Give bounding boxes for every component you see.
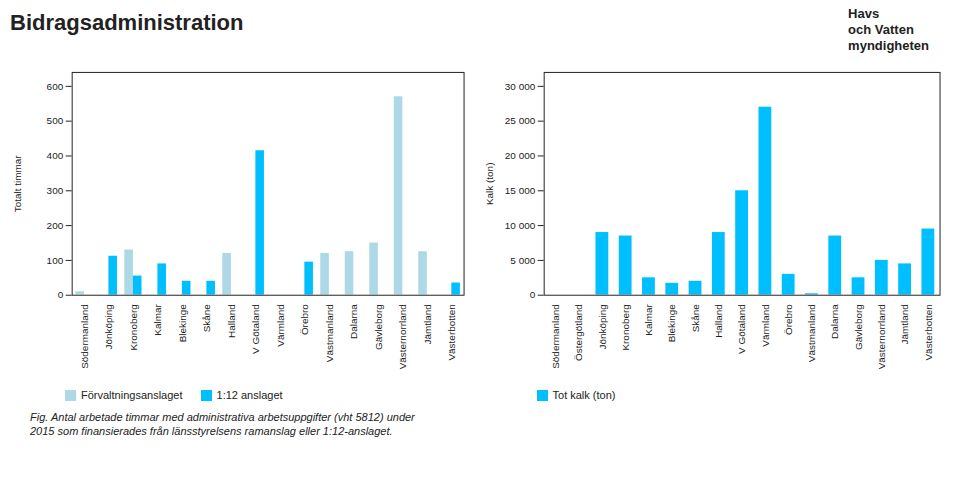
svg-text:400: 400	[47, 150, 64, 161]
svg-text:Värmland: Värmland	[275, 304, 286, 347]
svg-text:300: 300	[47, 185, 64, 196]
svg-text:10 000: 10 000	[504, 220, 535, 231]
svg-text:Halland: Halland	[713, 304, 724, 338]
svg-text:V Götaland: V Götaland	[250, 304, 261, 354]
svg-text:Totalt timmar: Totalt timmar	[12, 155, 23, 213]
svg-text:Kronoberg: Kronoberg	[619, 304, 630, 350]
svg-text:Jönköping: Jönköping	[103, 304, 114, 349]
html-text:Tot kalk (ton): Tot kalk (ton)	[552, 389, 616, 402]
svg-text:15 000: 15 000	[504, 185, 535, 196]
svg-text:Gävleborg: Gävleborg	[852, 304, 863, 350]
html-text:1:12 anslaget: 1:12 anslaget	[216, 389, 283, 402]
svg-text:200: 200	[47, 220, 64, 231]
svg-text:Jämtland: Jämtland	[899, 304, 910, 344]
svg-text:Halland: Halland	[226, 304, 237, 338]
svg-text:100: 100	[47, 255, 64, 266]
svg-text:0: 0	[58, 289, 64, 300]
html-text:myndigheten: myndigheten	[848, 38, 929, 53]
svg-text:Blekinge: Blekinge	[177, 304, 188, 343]
svg-text:Värmland: Värmland	[759, 304, 770, 347]
svg-text:Skåne: Skåne	[201, 304, 212, 333]
html-text:Havs: Havs	[848, 6, 880, 21]
svg-text:Örebro: Örebro	[782, 304, 793, 335]
svg-text:Östergötland: Östergötland	[573, 304, 584, 361]
svg-text:Kalmar: Kalmar	[643, 303, 654, 335]
svg-text:20 000: 20 000	[504, 150, 535, 161]
svg-text:30 000: 30 000	[504, 81, 535, 92]
svg-text:Blekinge: Blekinge	[666, 304, 677, 343]
svg-text:Västerbotten: Västerbotten	[922, 304, 933, 360]
svg-text:V Götaland: V Götaland	[736, 304, 747, 354]
svg-text:25 000: 25 000	[504, 115, 535, 126]
html-text:Bidragsadministration: Bidragsadministration	[10, 10, 244, 35]
svg-text:500: 500	[47, 115, 64, 126]
svg-text:Kronoberg: Kronoberg	[128, 304, 139, 350]
html-text:Fig. Antal arbetade timmar med: Fig. Antal arbetade timmar med administr…	[30, 411, 415, 438]
svg-text:Södermanland: Södermanland	[79, 304, 90, 369]
svg-text:Örebro: Örebro	[299, 304, 310, 335]
svg-text:600: 600	[47, 81, 64, 92]
html-text:Förvaltningsanslaget: Förvaltningsanslaget	[81, 389, 183, 402]
svg-text:Västmanland: Västmanland	[806, 304, 817, 362]
svg-text:Västernorrland: Västernorrland	[876, 304, 887, 369]
svg-text:Dalarna: Dalarna	[829, 304, 840, 339]
svg-text:Västernorrland: Västernorrland	[397, 304, 408, 369]
svg-text:Södermanland: Södermanland	[550, 304, 561, 369]
svg-text:Jämtland: Jämtland	[422, 304, 433, 344]
svg-text:Västerbotten: Västerbotten	[446, 304, 457, 360]
svg-text:Jönköping: Jönköping	[596, 304, 607, 349]
svg-text:Kalk (ton): Kalk (ton)	[483, 163, 494, 206]
svg-text:5 000: 5 000	[510, 255, 535, 266]
svg-text:Dalarna: Dalarna	[348, 304, 359, 339]
html-text:och Vatten: och Vatten	[848, 22, 914, 37]
svg-text:Gävleborg: Gävleborg	[373, 304, 384, 350]
svg-text:Kalmar: Kalmar	[152, 303, 163, 335]
svg-text:Västmanland: Västmanland	[324, 304, 335, 362]
svg-text:Skåne: Skåne	[689, 304, 700, 333]
svg-text:0: 0	[529, 289, 535, 300]
